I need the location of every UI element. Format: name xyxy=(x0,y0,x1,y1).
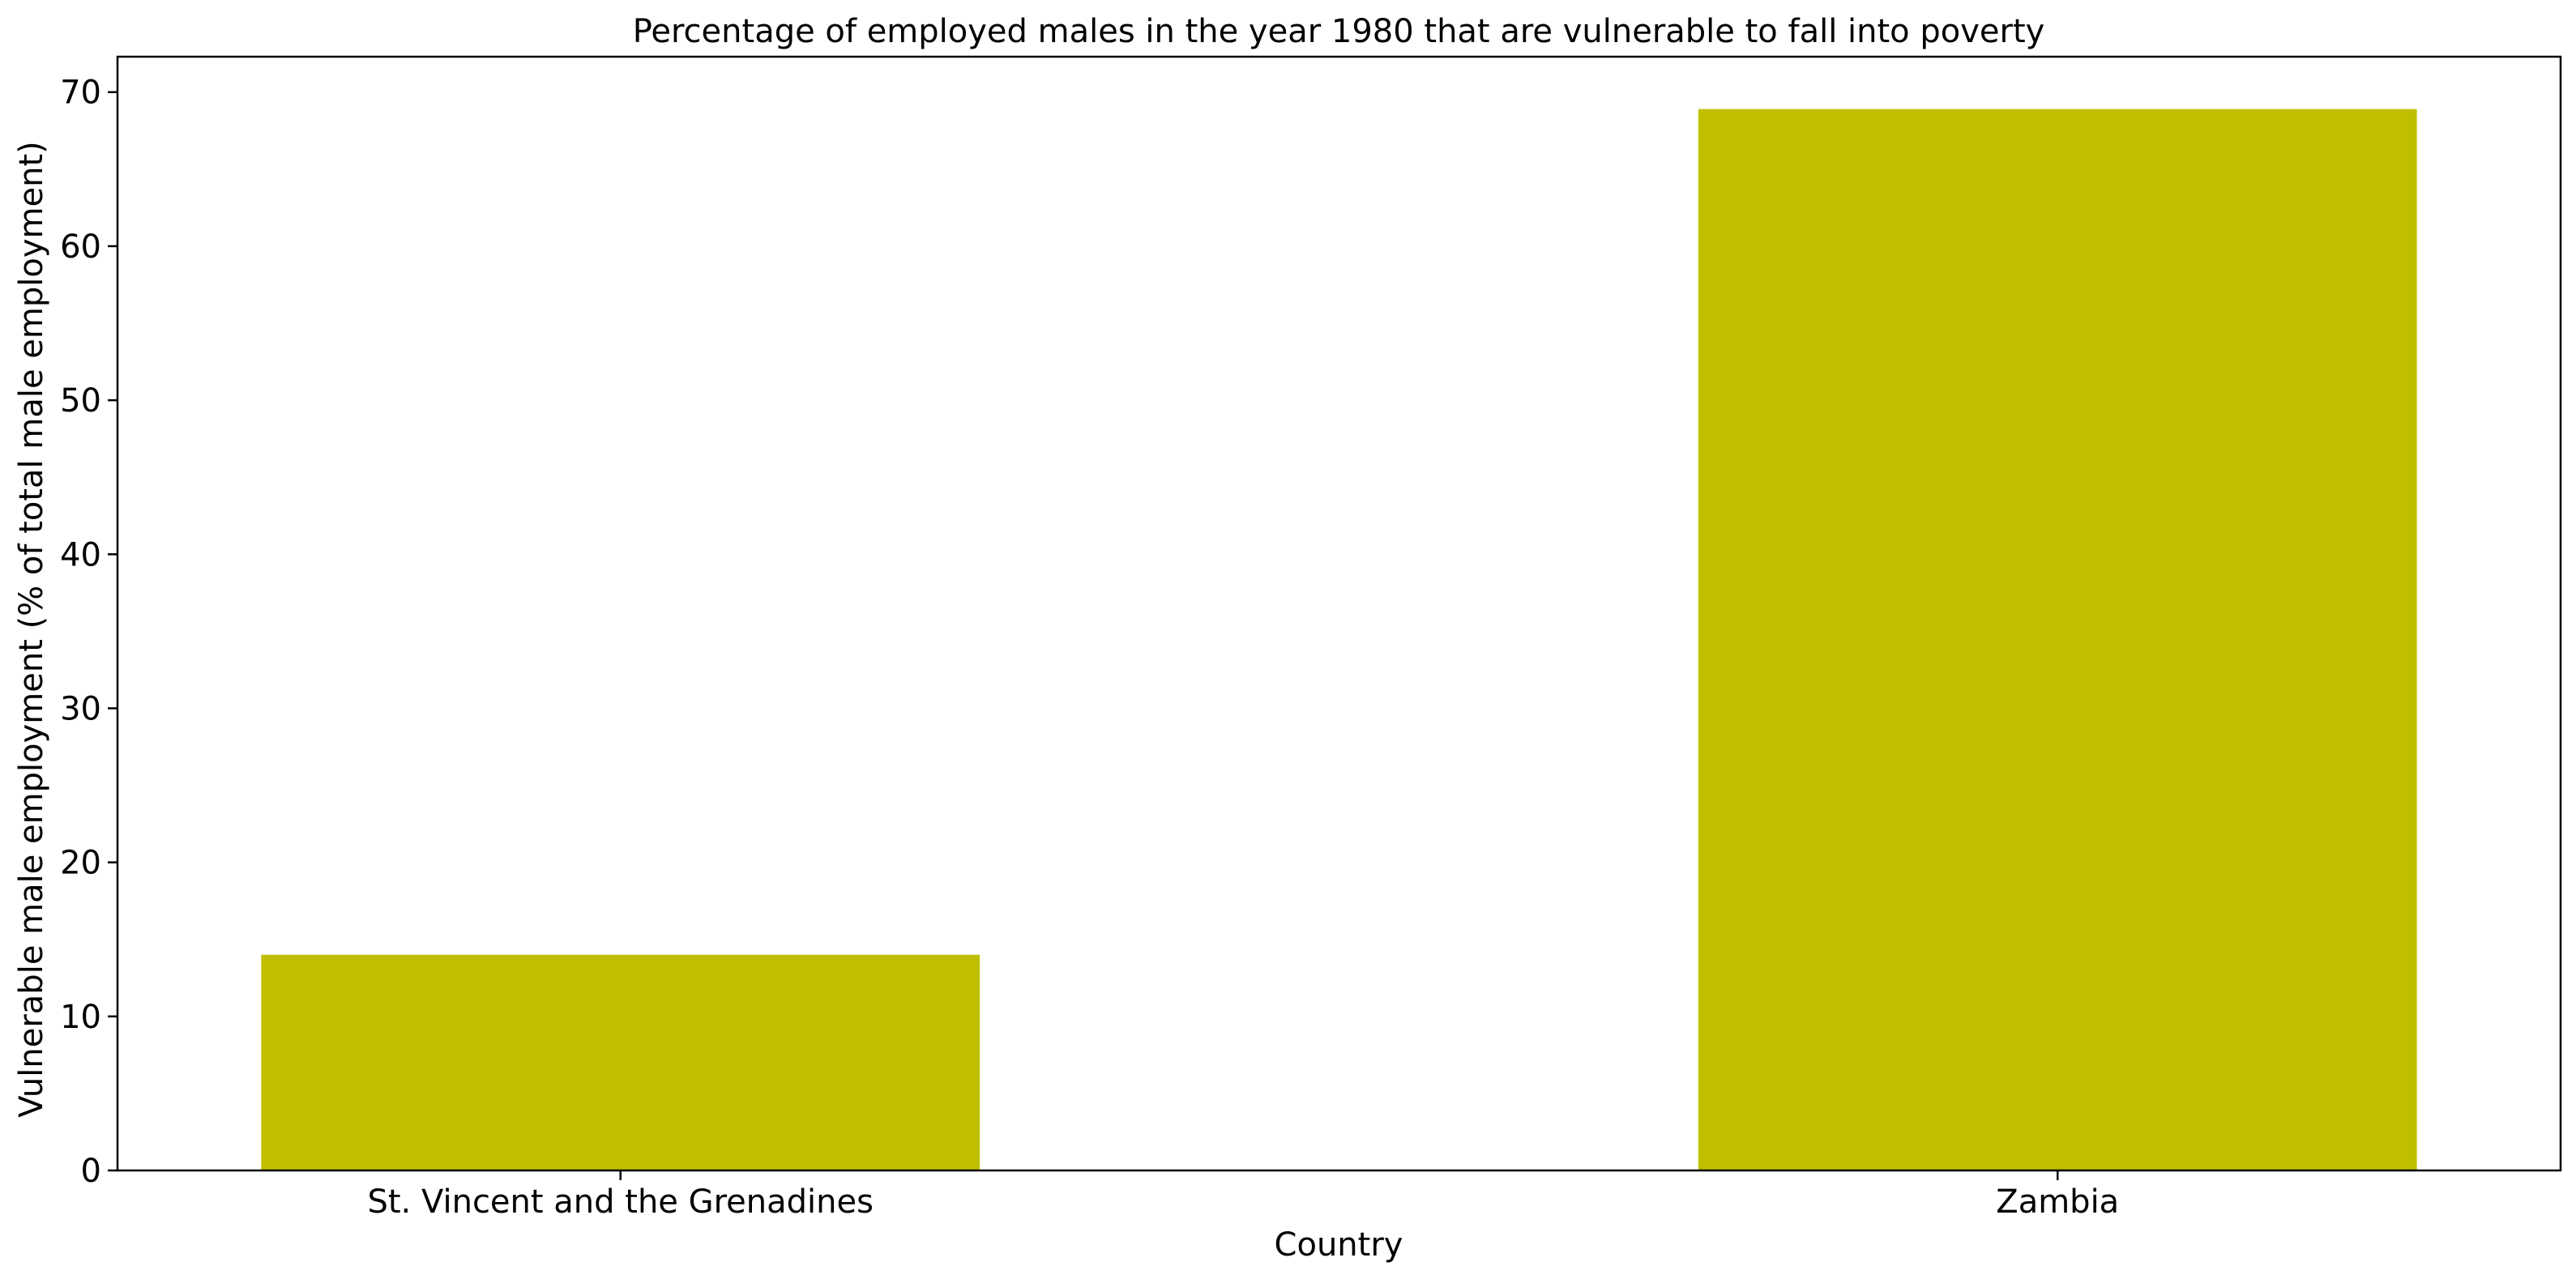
y-tick-label: 10 xyxy=(60,999,101,1036)
x-tick-label: Zambia xyxy=(1996,1183,2119,1221)
y-tick-label: 40 xyxy=(60,536,101,573)
bar-1 xyxy=(1698,109,2417,1170)
x-axis-ticks: St. Vincent and the Grenadines Zambia xyxy=(367,1170,2119,1221)
bars-group xyxy=(261,109,2417,1170)
y-axis-label: Vulnerable male employment (% of total m… xyxy=(13,141,50,1117)
y-tick-label: 0 xyxy=(81,1153,101,1190)
bar-0 xyxy=(261,954,980,1170)
y-axis-ticks: 0 10 20 30 40 50 60 70 xyxy=(60,75,117,1190)
y-tick-label: 30 xyxy=(60,690,101,727)
x-axis-label: Country xyxy=(1275,1226,1403,1264)
chart-title: Percentage of employed males in the year… xyxy=(633,13,2045,50)
y-tick-label: 50 xyxy=(60,382,101,420)
y-tick-label: 20 xyxy=(60,845,101,882)
y-tick-label: 70 xyxy=(60,75,101,112)
plot-frame xyxy=(116,55,2562,1172)
y-tick-label: 60 xyxy=(60,228,101,266)
x-tick-label: St. Vincent and the Grenadines xyxy=(367,1183,873,1221)
